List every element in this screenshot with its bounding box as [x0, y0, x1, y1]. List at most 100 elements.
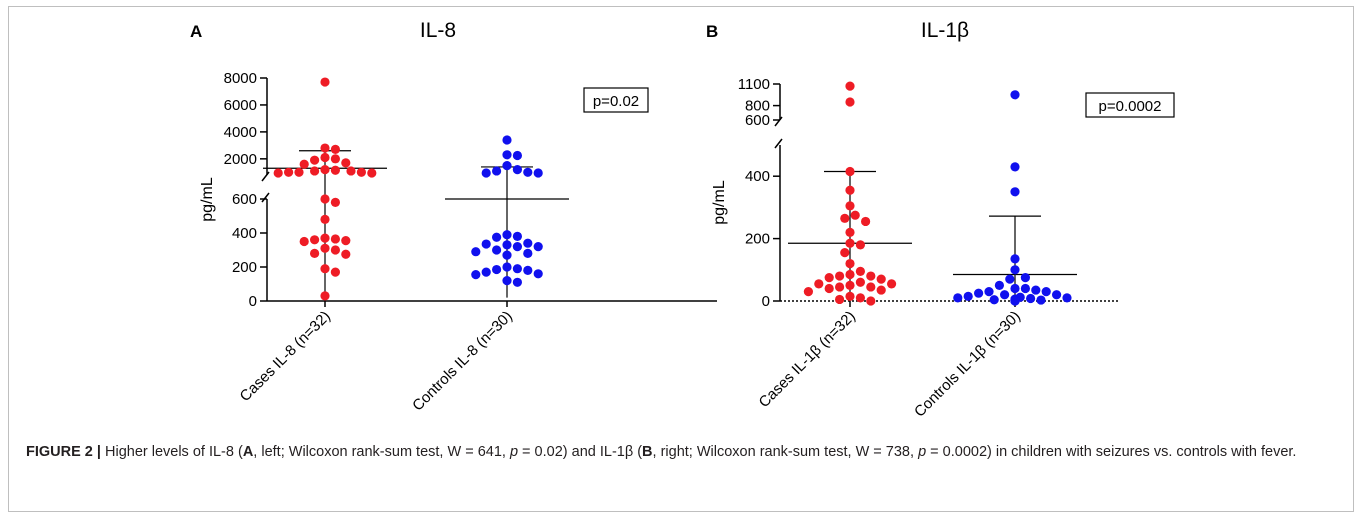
data-point: [533, 269, 543, 279]
chart-title: IL-1β: [921, 19, 969, 42]
data-point: [845, 238, 855, 248]
data-point: [887, 279, 897, 289]
data-point: [356, 167, 366, 177]
figure-frame: [8, 6, 1354, 512]
data-point: [330, 245, 340, 255]
data-point: [320, 233, 330, 243]
data-point: [502, 230, 512, 240]
data-point: [341, 236, 351, 246]
data-point: [876, 274, 886, 284]
data-point: [835, 271, 845, 281]
axis-break-mark: [774, 116, 783, 127]
data-point: [994, 280, 1005, 290]
data-point: [320, 291, 330, 301]
axis-break-mark: [774, 138, 783, 149]
y-tick-label: 4000: [224, 124, 257, 141]
data-point: [320, 214, 330, 224]
data-point: [1031, 285, 1041, 295]
data-point: [1041, 287, 1051, 297]
data-point: [512, 264, 523, 274]
data-point: [502, 135, 512, 145]
data-point: [346, 166, 356, 176]
data-point: [845, 185, 855, 195]
x-tick-label: Controls IL-1β (n=30): [911, 308, 1024, 421]
data-point: [855, 277, 866, 287]
data-point: [512, 231, 523, 241]
data-point: [330, 144, 340, 155]
data-point: [492, 245, 502, 255]
data-point: [1062, 293, 1072, 303]
data-point: [835, 282, 845, 292]
data-point: [523, 238, 533, 248]
data-point: [341, 249, 351, 259]
y-tick-label: 8000: [224, 70, 257, 87]
data-point: [845, 269, 855, 280]
p-value-box: [1085, 92, 1175, 118]
data-point: [1010, 296, 1020, 306]
p-value-label: p=0.0002: [1099, 98, 1162, 115]
data-point: [330, 154, 340, 164]
data-point: [861, 216, 871, 227]
y-tick-label: 800: [745, 98, 770, 115]
panel-letter: A: [190, 22, 202, 41]
axis-break-mark: [261, 192, 270, 203]
data-point: [855, 293, 866, 303]
data-point: [845, 280, 855, 290]
data-point: [523, 248, 533, 258]
data-point: [284, 167, 294, 177]
x-tick-label: Cases IL-8 (n=32): [237, 308, 334, 405]
y-tick-label: 2000: [224, 151, 257, 168]
data-point: [845, 258, 855, 269]
data-point: [1010, 265, 1020, 275]
data-point: [320, 264, 330, 274]
data-point: [512, 165, 523, 175]
data-point: [814, 279, 824, 289]
caption-text: = 0.0002) in children with seizures vs. …: [926, 444, 1297, 460]
y-tick-label: 200: [745, 231, 770, 248]
data-point: [824, 273, 834, 283]
data-point: [523, 167, 533, 177]
data-point: [330, 197, 340, 207]
data-point: [845, 81, 855, 91]
x-tick-label: Controls IL-8 (n=30): [409, 308, 516, 415]
caption-text: , left; Wilcoxon rank-sum test, W = 641,: [253, 444, 510, 460]
data-point: [953, 293, 963, 303]
caption-text: , right; Wilcoxon rank-sum test, W = 738…: [652, 444, 919, 460]
data-point: [512, 242, 523, 252]
caption-p-italic: p: [918, 444, 927, 460]
data-point: [866, 271, 876, 281]
y-tick-label: 200: [232, 259, 257, 276]
data-point: [299, 159, 309, 169]
p-value-label: p=0.02: [593, 93, 639, 110]
caption-panel-a: A: [242, 444, 254, 460]
data-point: [502, 150, 512, 160]
p-value-box: [583, 87, 649, 113]
data-point: [512, 277, 523, 287]
data-point: [845, 97, 855, 107]
figure-panels: A IL-802004006002000400060008000pg/mLCase…: [190, 19, 1175, 421]
y-tick-label: 400: [232, 225, 257, 242]
data-point: [533, 168, 543, 178]
data-point: [310, 155, 320, 165]
data-point: [273, 168, 283, 178]
data-point: [1026, 293, 1036, 304]
data-point: [1000, 290, 1010, 300]
y-tick-label: 1100: [738, 76, 770, 93]
data-point: [310, 248, 320, 258]
data-point: [1052, 290, 1062, 300]
data-point: [320, 243, 330, 253]
data-point: [1010, 90, 1020, 100]
data-point: [850, 210, 860, 220]
data-point: [1010, 187, 1020, 197]
data-point: [320, 194, 330, 204]
data-point: [330, 267, 340, 277]
data-point: [320, 152, 330, 163]
axis-break-mark: [261, 171, 270, 182]
panel-letter: B: [706, 22, 718, 41]
data-point: [320, 165, 330, 175]
caption-p-italic: p: [509, 444, 519, 460]
data-point: [299, 236, 309, 247]
data-point: [1010, 283, 1020, 294]
chart-title: IL-8: [420, 19, 456, 42]
data-point: [481, 267, 491, 277]
